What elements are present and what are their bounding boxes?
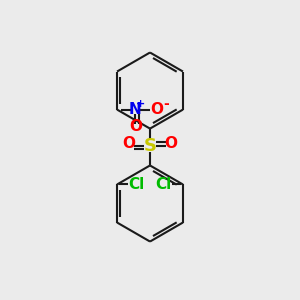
Text: +: + xyxy=(136,99,145,109)
Text: S: S xyxy=(143,136,157,154)
Text: O: O xyxy=(164,136,177,152)
Text: N: N xyxy=(129,102,142,117)
Text: Cl: Cl xyxy=(128,177,145,192)
Text: O: O xyxy=(150,102,163,117)
Text: -: - xyxy=(163,97,169,111)
Text: O: O xyxy=(129,119,142,134)
Text: Cl: Cl xyxy=(155,177,172,192)
Text: O: O xyxy=(123,136,136,152)
